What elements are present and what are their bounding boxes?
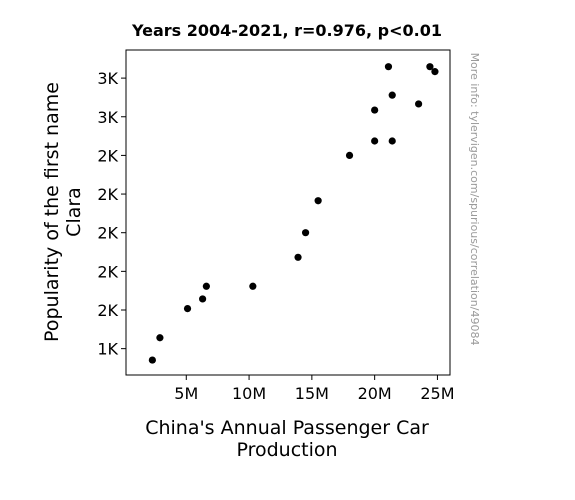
data-point: [426, 63, 434, 71]
y-tick-label: 2K: [97, 146, 118, 165]
chart-title: Years 2004-2021, r=0.976, p<0.01: [131, 21, 442, 40]
y-tick-label: 2K: [97, 301, 118, 320]
data-point: [314, 197, 322, 205]
plot-area: 5M 10M 15M 20M 25M 1K 2K 2K 2K 2K 2K 3K 3K: [97, 49, 455, 403]
y-tick-label: 2K: [97, 262, 118, 281]
x-tick-label: 15M: [295, 384, 329, 403]
data-point: [388, 137, 396, 145]
data-point: [301, 229, 310, 237]
y-tick-label: 2K: [97, 224, 118, 243]
data-point: [345, 151, 354, 160]
x-axis-title-line-2: Production: [236, 439, 337, 461]
data-point: [384, 63, 393, 71]
data-point: [431, 68, 439, 76]
y-axis-title-line-1: Popularity of the first name: [41, 82, 63, 342]
data-point: [156, 334, 164, 342]
x-tick-label: 5M: [174, 384, 198, 403]
data-point: [199, 295, 207, 303]
data-point: [388, 91, 396, 99]
source-watermark: More info: tylervigen.com/spurious/corre…: [468, 53, 481, 346]
x-axis-title-line-1: China's Annual Passenger Car: [145, 417, 429, 439]
y-tick-label: 3K: [97, 108, 118, 127]
data-point: [294, 253, 302, 261]
data-point: [148, 356, 156, 364]
data-point: [183, 304, 192, 313]
data-point: [249, 282, 257, 290]
y-axis-title-line-2: Clara: [63, 187, 85, 237]
x-tick-label: 20M: [358, 384, 392, 403]
data-point: [202, 282, 210, 290]
plot-frame: [125, 49, 451, 376]
y-tick-label: 1K: [97, 340, 118, 359]
y-tick-label: 2K: [97, 185, 118, 204]
y-tick-label: 3K: [97, 69, 118, 88]
data-point: [371, 106, 379, 114]
data-point: [415, 100, 423, 108]
x-tick-label: 10M: [232, 384, 266, 403]
data-point: [371, 137, 379, 145]
x-tick-label: 25M: [420, 384, 454, 403]
